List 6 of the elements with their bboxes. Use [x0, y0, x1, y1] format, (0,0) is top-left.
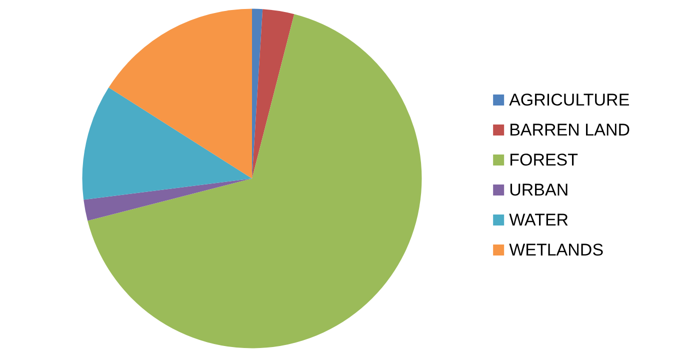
- legend-label: URBAN: [509, 180, 569, 200]
- legend-label: WETLANDS: [509, 240, 604, 260]
- legend-label: AGRICULTURE: [509, 90, 630, 110]
- legend-label: WATER: [509, 210, 569, 230]
- legend-label: FOREST: [509, 150, 578, 170]
- legend-label: BARREN LAND: [509, 120, 630, 140]
